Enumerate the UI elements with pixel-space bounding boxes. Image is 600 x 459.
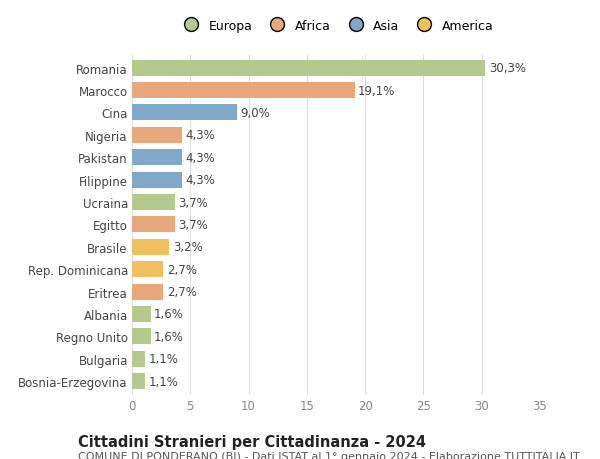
Bar: [132, 284, 163, 300]
Text: Cittadini Stranieri per Cittadinanza - 2024: Cittadini Stranieri per Cittadinanza - 2…: [78, 434, 426, 449]
Bar: [132, 195, 175, 211]
Text: 4,3%: 4,3%: [185, 151, 215, 164]
Bar: [132, 128, 182, 144]
Text: 2,7%: 2,7%: [167, 263, 197, 276]
Bar: [132, 172, 182, 188]
Bar: [132, 306, 151, 322]
Text: 3,7%: 3,7%: [179, 196, 208, 209]
Bar: [132, 83, 355, 99]
Bar: [132, 351, 145, 367]
Bar: [132, 217, 175, 233]
Text: 1,1%: 1,1%: [148, 353, 178, 365]
Text: COMUNE DI PONDERANO (BI) - Dati ISTAT al 1° gennaio 2024 - Elaborazione TUTTITAL: COMUNE DI PONDERANO (BI) - Dati ISTAT al…: [78, 451, 580, 459]
Bar: [132, 150, 182, 166]
Text: 3,7%: 3,7%: [179, 218, 208, 231]
Text: 1,1%: 1,1%: [148, 375, 178, 388]
Text: 2,7%: 2,7%: [167, 285, 197, 298]
Bar: [132, 239, 169, 255]
Text: 1,6%: 1,6%: [154, 330, 184, 343]
Text: 30,3%: 30,3%: [489, 62, 526, 75]
Text: 4,3%: 4,3%: [185, 174, 215, 187]
Text: 4,3%: 4,3%: [185, 129, 215, 142]
Bar: [132, 105, 237, 121]
Bar: [132, 329, 151, 345]
Legend: Europa, Africa, Asia, America: Europa, Africa, Asia, America: [176, 17, 496, 35]
Bar: [132, 373, 145, 389]
Text: 9,0%: 9,0%: [241, 106, 270, 120]
Text: 1,6%: 1,6%: [154, 308, 184, 321]
Bar: [132, 262, 163, 278]
Text: 19,1%: 19,1%: [358, 84, 395, 97]
Text: 3,2%: 3,2%: [173, 241, 203, 254]
Bar: [132, 61, 485, 77]
